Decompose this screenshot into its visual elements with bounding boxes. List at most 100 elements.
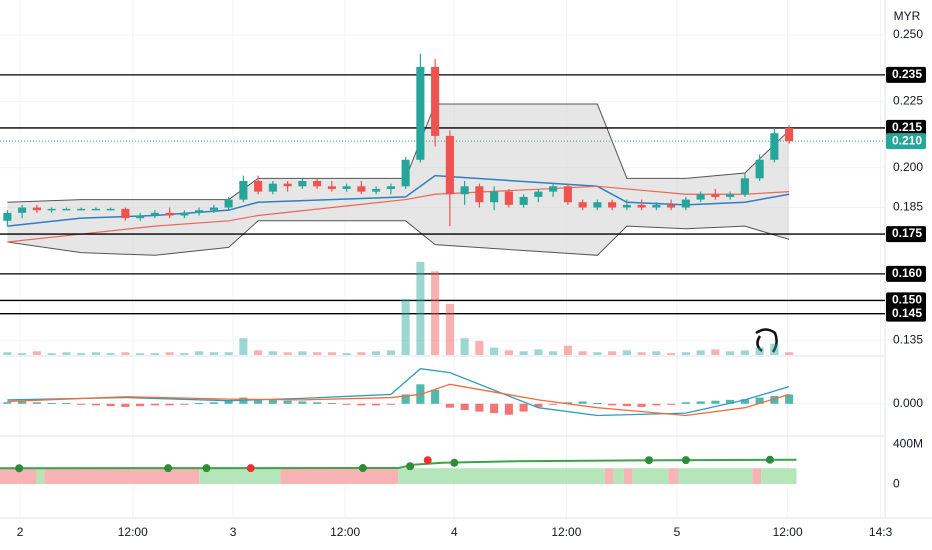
volume-bar (755, 347, 764, 355)
volume-bar (578, 351, 587, 355)
candle-body (534, 191, 543, 197)
candle-body (77, 208, 86, 211)
level-label: 0.160 (892, 266, 922, 280)
volume-bar (62, 352, 71, 355)
volume-bar (445, 303, 454, 355)
x-tick-label: 14:3 (869, 525, 893, 539)
volume-bar (106, 353, 115, 355)
volume-bar (711, 349, 720, 355)
flow-dot (164, 464, 173, 473)
macd-histogram-bar (726, 399, 735, 404)
level-label-box (886, 305, 926, 322)
flow-zone (0, 468, 37, 484)
volume-bar (77, 353, 86, 355)
y-tick-label: 0.265 (893, 0, 923, 1)
x-tick-label: 12:00 (773, 525, 803, 539)
candle-body (121, 208, 130, 219)
candle-body (62, 208, 71, 211)
flow-zone (632, 468, 669, 484)
macd-histogram-bar (268, 399, 277, 404)
macd-histogram-bar (3, 402, 12, 404)
candle-body (652, 204, 661, 208)
volume-bar (608, 351, 617, 355)
candle-body (711, 194, 720, 197)
macd-histogram-bar (681, 402, 690, 404)
volume-bar (460, 338, 469, 355)
macd-histogram-bar (150, 403, 159, 406)
macd-signal-line (7, 383, 790, 417)
macd-histogram-bar (460, 403, 469, 411)
candle-body (416, 66, 425, 160)
y-tick-label: 0.135 (893, 332, 923, 346)
volume-bar (519, 351, 528, 355)
y-tick-label: 0 (893, 476, 900, 490)
candle-body (224, 199, 233, 208)
macd-histogram-bar (770, 396, 779, 404)
volume-bar (32, 351, 41, 355)
level-label: 0.150 (892, 293, 922, 307)
candle-body (667, 204, 676, 208)
volume-bar (652, 351, 661, 355)
volume-bar (534, 349, 543, 355)
macd-histogram-bar (519, 403, 528, 412)
macd-histogram-bar (490, 403, 499, 414)
candle-body (150, 212, 159, 216)
volume-bar (667, 353, 676, 355)
candle-body (283, 183, 292, 187)
candle-body (460, 186, 469, 195)
macd-histogram-bar (445, 403, 454, 408)
macd-histogram-bar (357, 403, 366, 406)
macd-histogram-bar (283, 400, 292, 404)
volume-bar (740, 350, 749, 355)
candle-body (313, 180, 322, 187)
y-tick-label: 0.185 (893, 200, 923, 214)
flow-zone (280, 468, 399, 484)
volume-bar (593, 352, 602, 355)
x-tick-label: 5 (674, 525, 681, 539)
macd-histogram-bar (504, 403, 513, 415)
candle-body (195, 210, 204, 213)
macd-histogram-bar (32, 402, 41, 404)
candle-body (681, 199, 690, 208)
volume-bar (386, 350, 395, 355)
candle-body (637, 204, 646, 208)
volume-bar (209, 352, 218, 355)
level-label-box (886, 119, 926, 136)
macd-histogram-bar (652, 403, 661, 406)
flow-zone (199, 468, 281, 484)
macd-histogram-bar (785, 394, 794, 404)
band-lower (7, 220, 790, 256)
volume-bar (681, 352, 690, 355)
macd-histogram-bar (47, 403, 56, 405)
flow-zone (752, 468, 762, 484)
volume-bar (136, 353, 145, 355)
candle-body (3, 212, 12, 221)
candle-body (209, 207, 218, 211)
macd-histogram-bar (224, 400, 233, 404)
candle-body (755, 159, 764, 179)
volume-bar (563, 345, 572, 355)
candle-body (32, 207, 41, 211)
candle-body (608, 202, 617, 208)
flow-zone (398, 468, 605, 484)
flow-dot (765, 455, 774, 464)
flow-dot (645, 456, 653, 465)
candle-body (490, 191, 499, 203)
volume-bar (121, 352, 130, 355)
candle-body (372, 188, 381, 192)
macd-histogram-bar (534, 403, 543, 407)
x-tick-label: 4 (451, 525, 458, 539)
macd-histogram-bar (209, 402, 218, 404)
x-tick-label: 2 (17, 525, 24, 539)
volume-bar (785, 352, 794, 355)
flow-dot (406, 462, 415, 471)
candle-body (239, 180, 248, 200)
volume-bar (416, 262, 425, 355)
volume-bar (165, 352, 174, 355)
flow-zone (604, 468, 614, 484)
macd-histogram-bar (77, 403, 86, 405)
candle-body (593, 202, 602, 208)
candle-body (268, 183, 277, 192)
